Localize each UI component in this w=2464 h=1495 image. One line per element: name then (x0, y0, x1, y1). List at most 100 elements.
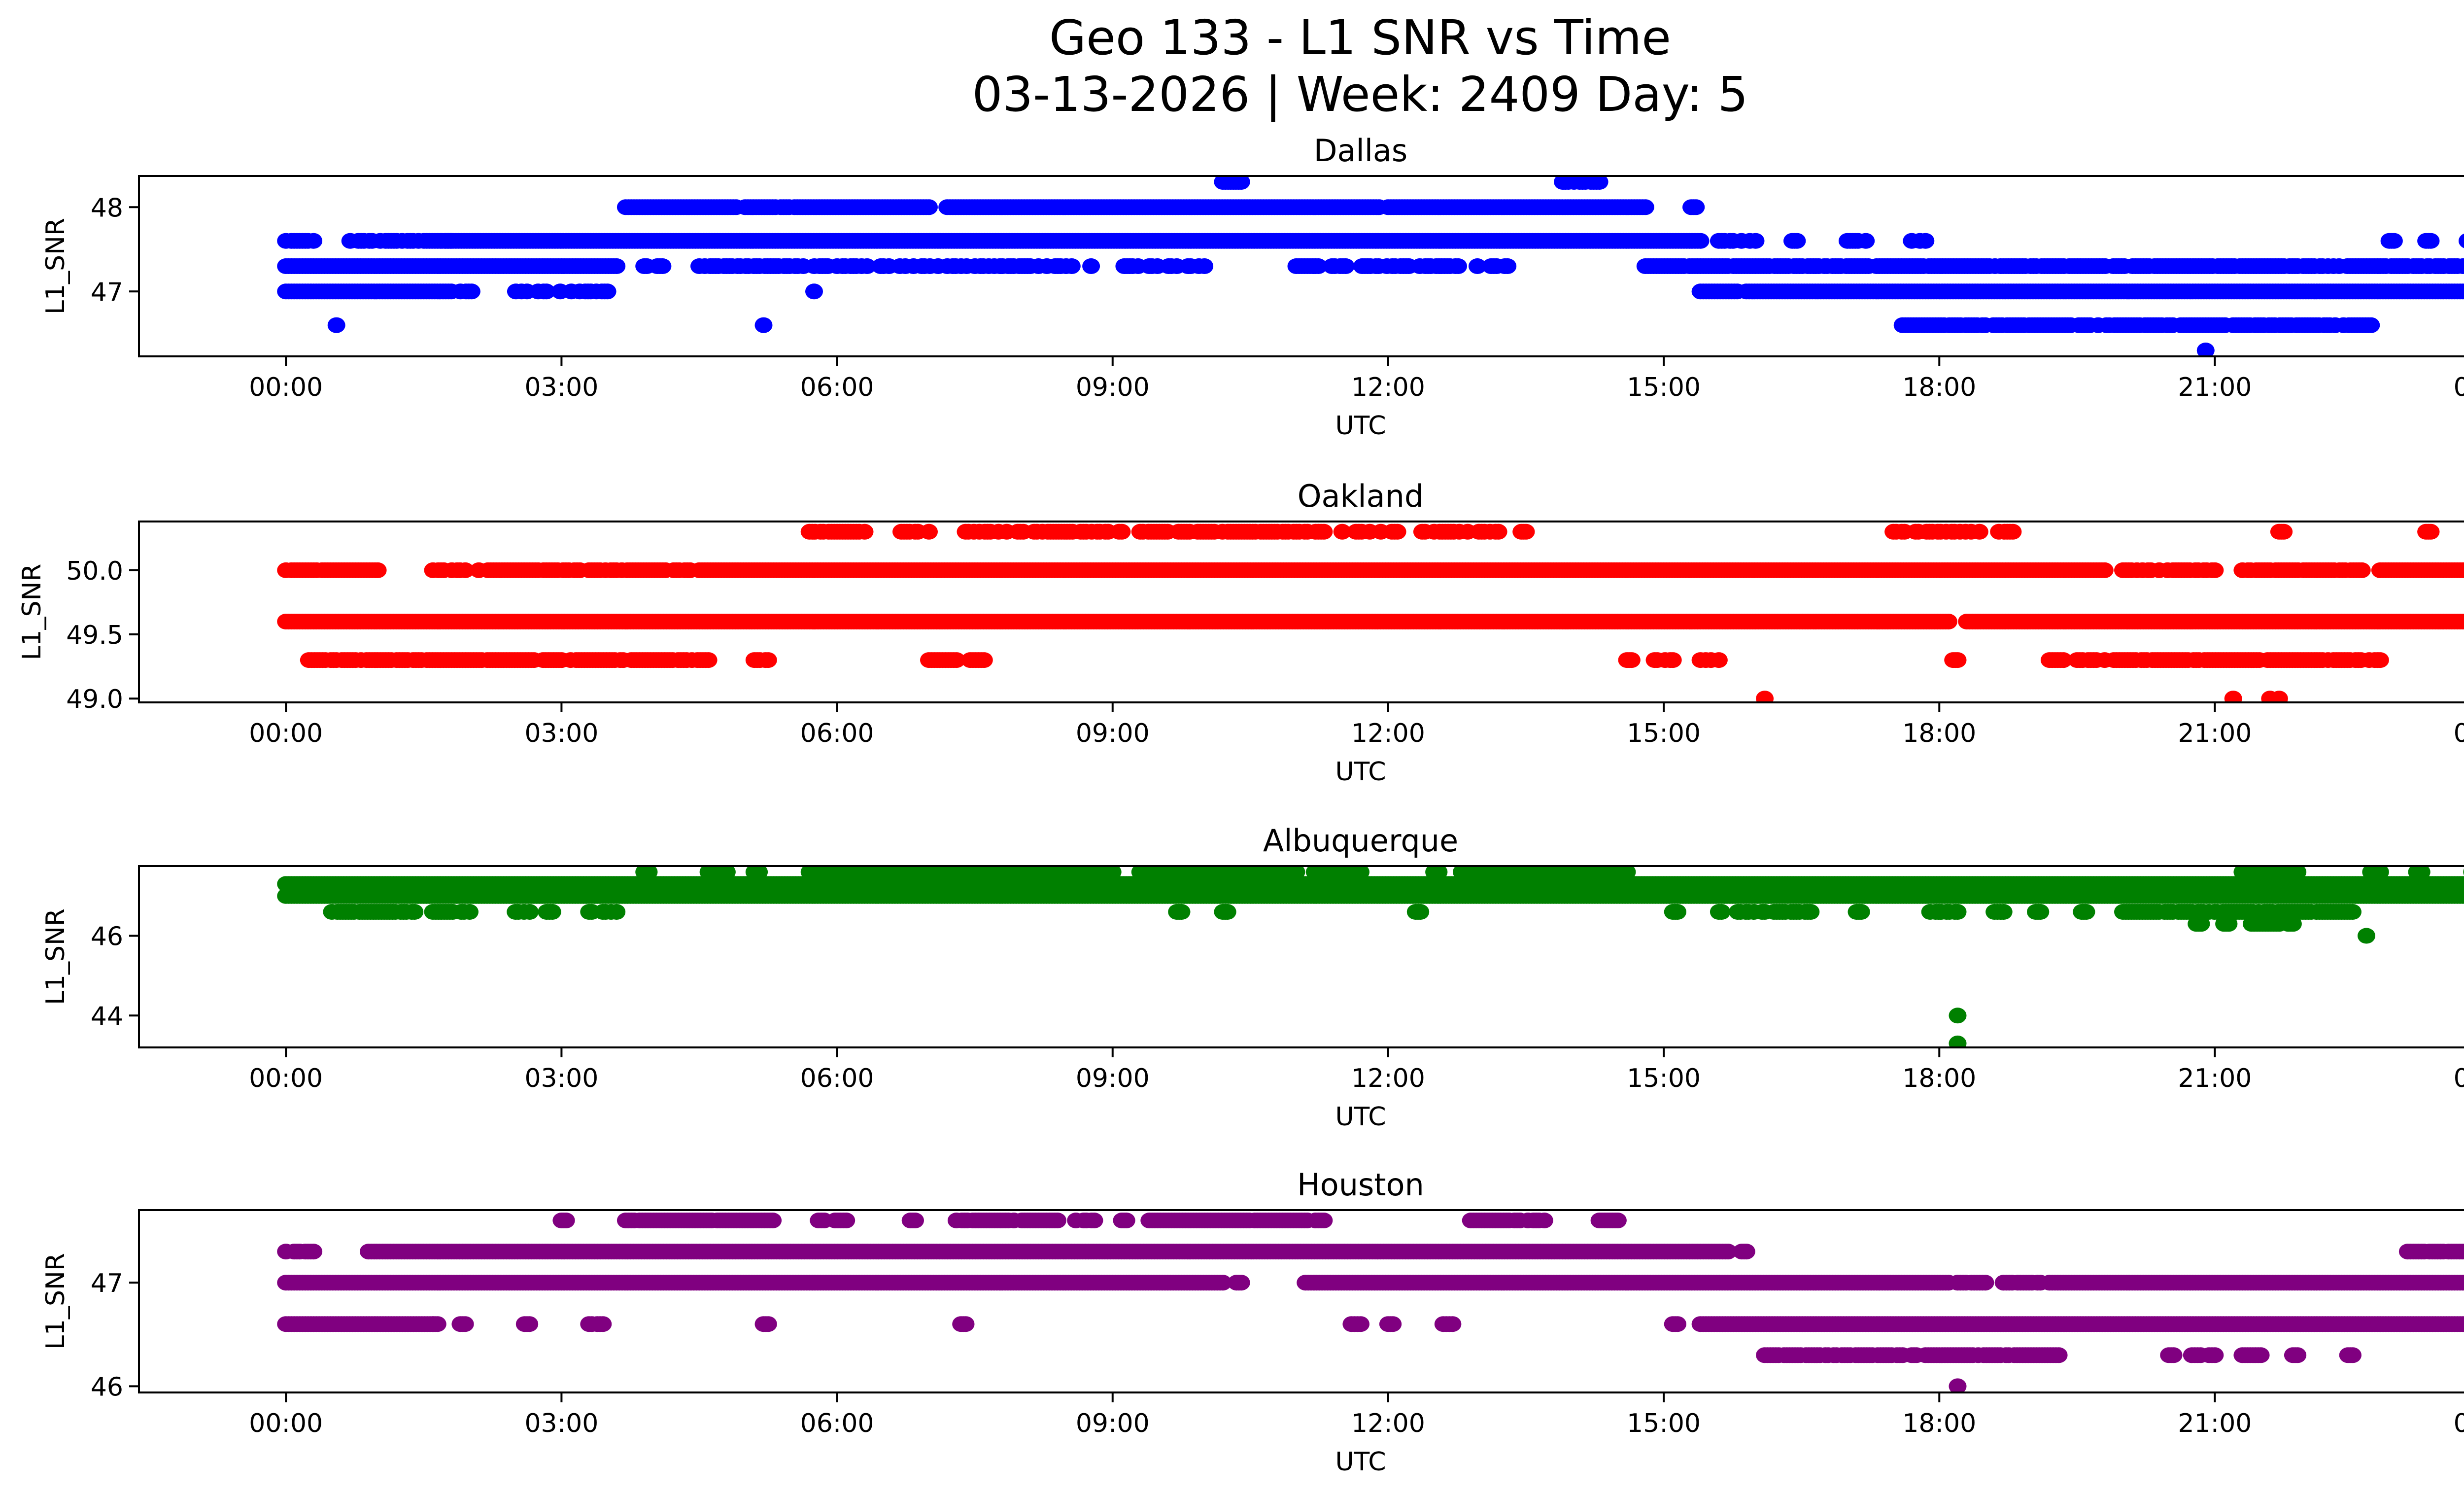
data-point (699, 652, 718, 668)
x-tick-label: 00:00 (2454, 719, 2464, 748)
scatter-run (1554, 175, 1608, 190)
x-tick-label: 12:00 (1351, 373, 1425, 402)
scatter-run (892, 523, 938, 540)
data-point (1622, 652, 1641, 668)
data-point (2385, 233, 2403, 249)
data-point (369, 562, 387, 578)
data-point (2095, 562, 2114, 578)
data-point (759, 652, 777, 668)
y-tick-label: 49.5 (66, 621, 123, 650)
data-point (1710, 652, 1728, 668)
scatter-run (277, 233, 323, 249)
x-tick-label: 00:00 (249, 373, 323, 402)
scatter-run (938, 258, 1214, 274)
data-point (2462, 565, 2464, 575)
scatter-run (277, 258, 626, 274)
data-point (1309, 258, 1328, 274)
data-point (2422, 233, 2440, 249)
scatter-run (690, 562, 2114, 578)
subplot-oakland: 00:00 03:00 06:00 09:00 12:00 15:00 18:00 21:00… (17, 478, 2464, 787)
data-point (2371, 652, 2389, 668)
scatter-run (580, 562, 699, 578)
scatter-run (277, 876, 2464, 892)
data-point (537, 283, 555, 300)
y-axis-label: L1_SNR (41, 218, 70, 314)
data-point (2270, 691, 2288, 702)
data-point (1489, 523, 1507, 540)
data-point (2196, 343, 2215, 356)
x-tick-label: 00:00 (2454, 373, 2464, 402)
data-point (1333, 523, 1351, 540)
data-point (1590, 175, 1608, 190)
scatter-series (277, 175, 2464, 356)
scatter-run (2380, 233, 2403, 249)
scatter-run (957, 523, 1131, 540)
x-tick-label: 21:00 (2178, 719, 2252, 748)
data-point (920, 199, 938, 215)
scatter-run (1379, 199, 1654, 215)
scatter-run (277, 562, 387, 578)
data-point (1857, 233, 1875, 249)
scatter-run (2114, 562, 2224, 578)
scatter-run (1645, 652, 1682, 668)
scatter-run (828, 258, 947, 274)
scatter-run (2040, 652, 2072, 668)
data-point (858, 258, 876, 274)
data-point (2459, 563, 2464, 577)
scatter-run (2270, 523, 2293, 540)
data-point (920, 523, 938, 540)
scatter-run (920, 652, 965, 668)
data-point (327, 317, 345, 333)
scatter-run (2459, 233, 2464, 248)
x-tick-label: 09:00 (1076, 373, 1150, 402)
data-point (2353, 562, 2371, 578)
scatter-run (1783, 233, 1806, 249)
data-point (1232, 175, 1250, 190)
data-point (2459, 284, 2464, 299)
scatter-run (2105, 652, 2389, 668)
scatter-run (424, 562, 488, 578)
data-point (2462, 617, 2464, 626)
scatter-run (690, 258, 837, 274)
data-point (2224, 691, 2242, 702)
data-point (947, 652, 965, 668)
data-point (2462, 235, 2464, 246)
scatter-run (1287, 258, 1517, 274)
scatter-run (961, 652, 993, 668)
data-point (305, 233, 323, 249)
data-point (1499, 258, 1517, 274)
scatter-run (1333, 523, 1434, 540)
data-point (2462, 286, 2464, 296)
y-axis-label: L1_SNR (17, 563, 47, 660)
data-point (2004, 523, 2022, 540)
data-point (2459, 615, 2464, 628)
data-point (1469, 258, 1486, 274)
scatter-run (1944, 652, 1967, 668)
scatter-run (1884, 523, 2022, 540)
x-tick-label: 21:00 (2178, 373, 2252, 402)
data-point (1916, 233, 1935, 249)
x-tick-label: 18:00 (1902, 719, 1976, 748)
data-point (608, 258, 626, 274)
data-point (1949, 652, 1967, 668)
scatter-run (1737, 283, 2464, 300)
subplot-albuquerque: 00:00 03:00 06:00 09:00 12:00 15:00 18:00 21:00… (41, 823, 2464, 1132)
scatter-run (479, 562, 589, 578)
x-tick-label: 03:00 (524, 373, 598, 402)
data-point (1062, 258, 1081, 274)
data-point (1788, 233, 1806, 249)
data-point (1388, 523, 1406, 540)
data-point (2422, 523, 2440, 540)
scatter-run (451, 283, 616, 300)
data-point (462, 283, 480, 300)
scatter-run (1893, 317, 2380, 333)
data-point (1664, 652, 1682, 668)
scatter-run (277, 614, 1957, 629)
scatter-run (2417, 233, 2440, 249)
scatter-run (1958, 614, 2464, 629)
data-point (754, 317, 773, 333)
data-point (598, 283, 616, 300)
y-tick-label: 48 (91, 193, 123, 223)
